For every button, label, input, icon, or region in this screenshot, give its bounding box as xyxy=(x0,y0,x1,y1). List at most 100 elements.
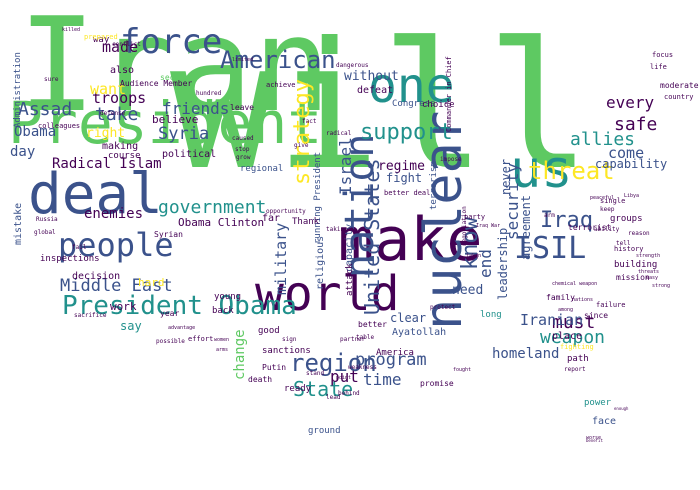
word-region: region xyxy=(290,348,377,377)
word-iraq: Iraq xyxy=(540,208,593,234)
word-worse: worse xyxy=(586,435,602,441)
word-mission: mission xyxy=(616,272,650,282)
word-president: President xyxy=(8,88,323,157)
word-taking: taking xyxy=(326,226,348,234)
word-libya: Libya xyxy=(624,193,640,199)
word-single: single xyxy=(600,197,626,206)
word-attack: attack xyxy=(345,263,355,296)
word-take: take xyxy=(95,103,139,125)
word-obama-clinton: Obama Clinton xyxy=(178,216,265,230)
word-congress: Congress xyxy=(392,98,436,109)
word-focus: focus xyxy=(652,51,674,60)
word-friends: friends xyxy=(162,99,230,119)
word-force: force xyxy=(120,21,223,62)
word-party: party xyxy=(464,213,486,222)
word-easy: easy xyxy=(646,275,659,281)
word-promise: promise xyxy=(420,378,454,388)
word-iraq-war: Iraq War xyxy=(476,223,501,229)
word-negotiation: negotiation xyxy=(461,206,468,246)
word-place: place xyxy=(552,331,583,342)
word-sign: sign xyxy=(282,336,297,344)
word-hundred: hundred xyxy=(196,90,222,98)
word-radical: radical xyxy=(326,130,352,138)
word-global: global xyxy=(34,229,56,237)
word-iranian: Iranian xyxy=(520,311,584,329)
word-clear: clear xyxy=(390,311,427,326)
word-chemical-weapon: chemical weapon xyxy=(552,281,598,287)
word-world: world xyxy=(255,265,400,322)
word-russia: Russia xyxy=(36,216,58,224)
word-caused: caused xyxy=(232,135,254,143)
word-commander-in-chief: Commander in Chief xyxy=(445,56,453,132)
word-administration: Administration xyxy=(13,52,23,128)
word-tell: tell xyxy=(616,240,631,248)
word-sanctions: sanctions xyxy=(262,345,311,356)
word-also: also xyxy=(110,65,135,76)
word-stand: stand xyxy=(306,370,325,378)
word-regional: regional xyxy=(240,163,284,174)
word-enemies: enemies xyxy=(84,205,144,222)
word-path: path xyxy=(567,353,589,364)
word-arm: arm xyxy=(544,212,555,220)
word-political: political xyxy=(162,149,217,160)
word-capability: capability xyxy=(595,157,668,172)
word-killed: killed xyxy=(62,27,81,33)
word-leave: leave xyxy=(230,102,255,112)
word-sacrifice: sacrifice xyxy=(74,312,107,320)
word-weapon: weapon xyxy=(540,326,606,348)
word-israel: Israel xyxy=(336,137,355,195)
word-day: day xyxy=(10,143,36,160)
word-country: country xyxy=(664,93,694,102)
word-allies: allies xyxy=(570,128,636,150)
word-fight: fight xyxy=(386,171,423,186)
word-effort: effort xyxy=(188,335,214,344)
word-never: never xyxy=(499,158,513,195)
word-partner: partner xyxy=(340,336,366,344)
word-united-states: United States xyxy=(360,158,384,315)
word-troops: troops xyxy=(92,89,147,107)
word-nations: nations xyxy=(572,297,594,303)
word-weakness: weakness xyxy=(348,364,377,372)
word-isil: ISIL xyxy=(514,231,587,266)
word-colleagues: colleagues xyxy=(38,122,81,131)
word-family: family xyxy=(546,292,575,302)
word-course: course xyxy=(108,150,141,161)
word-deal: deal xyxy=(28,162,163,228)
word-iran: Iran xyxy=(18,0,332,141)
word-threats: threats xyxy=(638,269,660,275)
word-president-obama: President Obama xyxy=(62,291,297,322)
word-putin: Putin xyxy=(262,362,287,372)
word-protect: protect xyxy=(430,304,456,312)
word-dangerous: dangerous xyxy=(336,62,369,70)
word-limited: limited xyxy=(232,57,254,63)
word-leadership: leadership xyxy=(496,227,510,300)
word-better: better xyxy=(358,319,387,329)
word-opportunity: opportunity xyxy=(266,208,306,216)
word-ayatollah: Ayatollah xyxy=(392,327,447,338)
word-radical-islam: Radical Islam xyxy=(52,155,162,172)
word-must: must xyxy=(552,311,596,333)
word-say: say xyxy=(120,319,142,334)
word-obama: Obama xyxy=(14,123,57,140)
word-women: women xyxy=(214,337,230,343)
word-terrorist: terrorist xyxy=(568,222,612,232)
word-fought: fought xyxy=(453,367,472,373)
word-make: make xyxy=(338,205,483,275)
word-assad: Assad xyxy=(18,98,73,120)
word-mistake: mistake xyxy=(13,202,24,245)
word-impose: impose xyxy=(440,156,462,164)
word-sure: sure xyxy=(44,76,59,84)
word-support: support xyxy=(360,120,453,146)
word-believe: believe xyxy=(152,113,199,127)
word-secure: secure xyxy=(160,72,189,82)
word-fail: fail xyxy=(72,244,87,252)
word-strategy: strategy xyxy=(290,79,315,185)
word-benefit: benefit xyxy=(586,437,603,443)
word-year: year xyxy=(160,308,180,318)
word-face: face xyxy=(592,416,617,427)
word-hard: hard xyxy=(138,276,165,290)
word-every: every xyxy=(606,93,655,113)
word-change: change xyxy=(232,329,248,380)
word-grow: grow xyxy=(236,154,251,162)
word-military: military xyxy=(272,222,290,295)
